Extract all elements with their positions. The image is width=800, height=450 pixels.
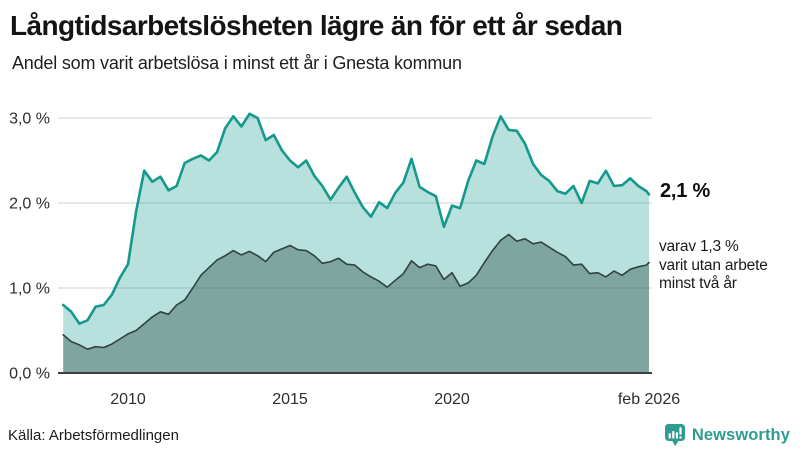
- newsworthy-logo[interactable]: Newsworthy: [664, 423, 790, 447]
- x-axis-tick-label: 2015: [272, 391, 308, 408]
- series-line-1: [62, 233, 650, 350]
- chart-header: Långtidsarbetslösheten lägre än för ett …: [0, 0, 800, 95]
- x-axis-tick-label: feb 2026: [618, 391, 680, 408]
- x-axis-tick-label: 2010: [110, 391, 146, 408]
- secondary-series-annotation: varav 1,3 % varit utan arbete minst två …: [659, 238, 768, 292]
- series-area-0: [63, 113, 649, 374]
- y-axis-tick-label: 3,0 %: [9, 111, 50, 128]
- newsworthy-logo-icon: [664, 424, 685, 446]
- series-line-0: [61, 112, 651, 325]
- source-note: Källa: Arbetsförmedlingen: [8, 426, 179, 444]
- y-axis-tick-label: 0,0 %: [9, 366, 50, 383]
- series-area-1: [63, 234, 649, 373]
- y-axis-tick-label: 1,0 %: [9, 281, 50, 298]
- newsworthy-logo-text: Newsworthy: [691, 425, 790, 444]
- chart-footer: Källa: Arbetsförmedlingen Newsworthy: [0, 420, 800, 450]
- chart-subtitle: Andel som varit arbetslösa i minst ett å…: [12, 53, 462, 73]
- latest-value-annotation: 2,1 %: [660, 180, 711, 202]
- y-axis-tick-label: 2,0 %: [9, 196, 50, 213]
- x-axis-tick-label: 2020: [434, 391, 470, 408]
- chart-area: 0,0 % 1,0 % 2,0 % 3,0 % 2010 2015 2020 feb 2026…: [0, 95, 800, 420]
- chart-title: Långtidsarbetslösheten lägre än för ett …: [10, 10, 623, 41]
- area-chart: 0,0 % 1,0 % 2,0 % 3,0 % 2010 2015 2020 feb 2026: [9, 111, 680, 409]
